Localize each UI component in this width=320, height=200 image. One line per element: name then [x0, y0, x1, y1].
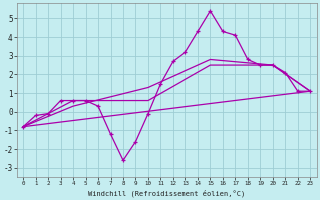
- X-axis label: Windchill (Refroidissement éolien,°C): Windchill (Refroidissement éolien,°C): [88, 189, 245, 197]
